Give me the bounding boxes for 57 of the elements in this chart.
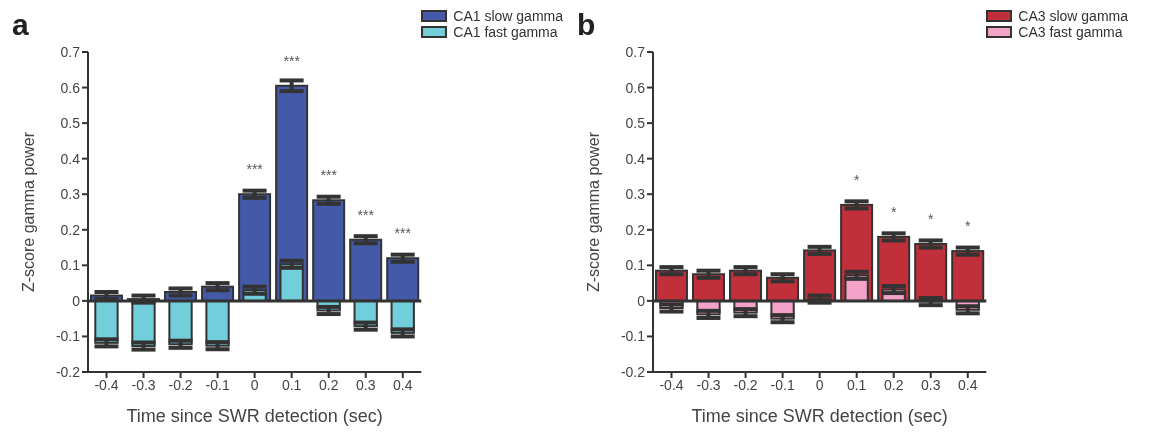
x-tick-label: 0.2 [883,376,904,393]
x-tick-label: -0.4 [94,376,119,393]
x-tick-label: -0.3 [696,376,721,393]
y-tick-label: 0.5 [625,115,646,132]
annotation: *** [357,206,375,223]
x-tick-label: 0 [250,376,259,393]
annotation: * [965,218,972,235]
annotation: * [853,171,860,188]
x-tick-label: -0.1 [205,376,230,393]
annotation: *** [283,52,301,69]
y-tick-label: 0.4 [625,150,646,167]
y-axis-title: Z-score gamma power [19,131,37,293]
x-tick-label: 0.3 [356,376,376,393]
legend-label: CA3 slow gamma [1018,8,1128,24]
y-tick-label: -0.1 [55,328,81,345]
x-tick-label: 0.1 [846,376,867,393]
y-tick-label: 0.3 [60,186,81,203]
legend-label: CA3 fast gamma [1018,24,1123,40]
y-tick-label: 0.2 [60,221,81,238]
x-axis-title: Time since SWR detection (sec) [126,406,383,426]
y-tick-label: -0.1 [620,328,646,345]
y-tick-label: 0 [637,292,646,309]
y-tick-label: -0.2 [55,363,81,380]
y-tick-label: -0.2 [620,363,646,380]
y-axis-title: Z-score gamma power [584,131,602,293]
y-tick-label: 0 [72,292,81,309]
legend-label: CA1 fast gamma [453,24,558,40]
x-tick-label: 0.1 [281,376,302,393]
x-tick-label: 0.2 [318,376,339,393]
y-tick-label: 0.2 [625,221,646,238]
x-tick-label: 0.4 [958,376,978,393]
annotation: * [890,203,897,220]
annotation: *** [320,167,338,184]
annotation: *** [246,161,264,178]
annotation: *** [394,225,412,242]
y-tick-label: 0.6 [60,79,81,96]
x-tick-label: -0.1 [770,376,795,393]
chart-title: b [577,8,596,42]
x-tick-label: 0.3 [921,376,941,393]
legend-label: CA1 slow gamma [453,8,563,24]
x-tick-label: 0 [815,376,824,393]
x-tick-label: 0.4 [393,376,413,393]
chart-title: a [12,8,29,42]
y-tick-label: 0.7 [60,43,81,60]
y-tick-label: 0.3 [625,186,646,203]
x-tick-label: -0.2 [733,376,758,393]
y-tick-label: 0.6 [625,79,646,96]
x-tick-label: -0.2 [168,376,193,393]
y-tick-label: 0.1 [625,257,646,274]
y-tick-label: 0.5 [60,115,81,132]
y-tick-label: 0.1 [60,257,81,274]
x-tick-label: -0.4 [659,376,684,393]
x-axis-title: Time since SWR detection (sec) [691,406,948,426]
y-tick-label: 0.4 [60,150,81,167]
y-tick-label: 0.7 [625,43,646,60]
annotation: * [928,211,935,227]
x-tick-label: -0.3 [131,376,156,393]
